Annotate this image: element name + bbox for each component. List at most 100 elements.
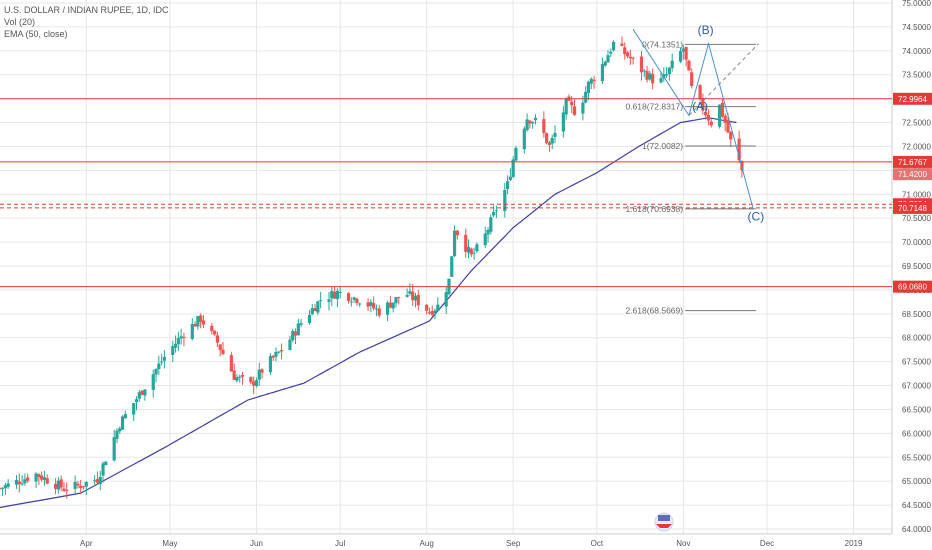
time-tick-label: 2019 — [845, 539, 863, 548]
candle-body — [0, 488, 2, 490]
price-tick-label: 65.0000 — [902, 477, 931, 486]
level-price-tag-label: 70.7148 — [898, 204, 927, 213]
candle-body — [45, 478, 49, 484]
candle-body — [98, 476, 102, 485]
time-tick-label: Jun — [250, 539, 263, 548]
candle-body — [218, 344, 222, 350]
candle-body — [620, 43, 624, 46]
candle-body — [508, 176, 512, 181]
candle-body — [718, 104, 722, 127]
candle-body — [140, 390, 144, 395]
candle-body — [296, 323, 300, 336]
candle-body — [34, 473, 38, 482]
candle-body — [444, 292, 448, 307]
candle-body — [20, 483, 24, 485]
candle-body — [525, 119, 529, 131]
price-tick-label: 74.5000 — [902, 23, 931, 32]
fib-level-label: 2.618(68.5669) — [625, 306, 683, 316]
candle-body — [201, 320, 206, 325]
candle-body — [277, 351, 281, 353]
candle-body — [729, 131, 733, 140]
candle-body — [346, 293, 351, 302]
candle-body — [3, 485, 7, 489]
candle-body — [84, 481, 88, 487]
candle-body — [483, 233, 487, 246]
level-price-tag — [893, 155, 932, 168]
candle-body — [199, 315, 203, 322]
candle-body — [665, 74, 669, 76]
price-axis[interactable]: 64.0000 64.5000 65.0000 65.5000 66.0000 66.50… — [893, 0, 932, 534]
symbol-title[interactable]: U.S. DOLLAR / INDIAN RUPEE, 1D, IDC — [4, 5, 169, 15]
candle-body — [581, 102, 585, 114]
candle-body — [0, 487, 5, 489]
candle-body — [23, 479, 27, 484]
level-price-tag-label: 71.6767 — [898, 158, 927, 167]
candle-body — [411, 291, 415, 301]
candle-body — [377, 308, 381, 316]
candle-body — [706, 115, 711, 121]
time-tick-label: Dec — [760, 539, 774, 548]
price-tick-label: 64.5000 — [902, 501, 931, 510]
wave-label: (A) — [692, 100, 708, 114]
candle-body — [274, 352, 278, 357]
candle-body — [570, 101, 574, 106]
price-tick-label: 72.5000 — [902, 119, 931, 128]
candle-body — [723, 115, 727, 123]
candle-body — [352, 297, 356, 300]
candle-body — [151, 374, 155, 390]
candle-body — [667, 67, 671, 74]
fibonacci-extension[interactable]: 0(74.1351) 0.618(72.8317) 1(72.0082) 1.618(… — [625, 39, 756, 316]
price-tick-label: 69.5000 — [902, 262, 931, 271]
candle-body — [196, 316, 200, 327]
candle-body — [533, 117, 538, 121]
candle-body — [586, 81, 591, 94]
candle-body — [257, 369, 261, 380]
time-axis[interactable]: AprMayJunJulAugSepOctNovDec2019Feb — [80, 539, 932, 548]
candle-body — [450, 256, 454, 277]
candle-body — [179, 336, 183, 339]
candle-body — [162, 356, 166, 361]
candle-body — [416, 294, 420, 306]
candle-body — [704, 112, 708, 116]
candle-body — [335, 290, 339, 300]
candle-body — [651, 74, 655, 84]
candle-body — [603, 61, 607, 66]
time-tick-label: Oct — [591, 539, 604, 548]
wave-path[interactable] — [632, 29, 754, 209]
horizontal-levels[interactable] — [0, 98, 892, 288]
fib-level-label: 0(74.1351) — [642, 39, 683, 49]
candle-body — [561, 112, 565, 132]
candle-body — [235, 377, 239, 381]
last-price-tag-label: 71.4200 — [898, 170, 927, 179]
candle-body — [118, 428, 122, 432]
price-tick-label: 71.0000 — [902, 190, 931, 199]
candle-body — [143, 389, 147, 396]
candle-body — [531, 121, 535, 124]
wave-projection-line[interactable] — [688, 43, 760, 116]
candle-body — [40, 475, 44, 480]
fib-level-label: 1.618(70.6938) — [625, 204, 683, 214]
price-tick-label: 66.5000 — [902, 405, 931, 414]
candle-body — [413, 296, 418, 301]
candle-body — [600, 64, 605, 82]
candle-body — [123, 414, 127, 419]
time-tick-label: Nov — [676, 539, 690, 548]
volume-indicator-label[interactable]: Vol (20) — [4, 17, 36, 27]
candle-body — [503, 190, 507, 212]
candle-body — [639, 56, 644, 73]
candle-body — [210, 325, 214, 332]
candle-body — [397, 296, 401, 298]
candle-body — [684, 46, 688, 60]
candle-body — [592, 79, 596, 82]
candle-body — [486, 229, 490, 235]
price-tick-label: 72.0000 — [902, 142, 931, 151]
candle-body — [564, 98, 568, 115]
candle-body — [62, 488, 66, 491]
candle-body — [394, 297, 398, 304]
ema-indicator-label[interactable]: EMA (50, close) — [4, 29, 68, 39]
level-price-tag-label: 69.0680 — [898, 283, 927, 292]
candle-body — [173, 343, 178, 348]
wave-drawing[interactable]: (A) (B) (C) — [632, 23, 764, 224]
candle-body — [240, 375, 245, 377]
